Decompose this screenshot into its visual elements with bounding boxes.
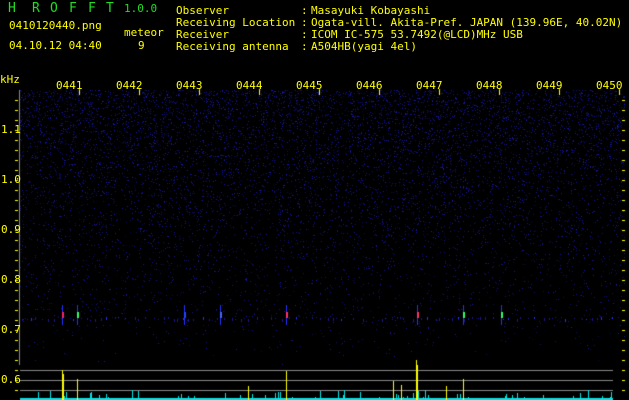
info-sep: : — [301, 40, 308, 53]
info-value: A504HB(yagi 4el) — [311, 40, 417, 53]
info-sep: : — [301, 28, 308, 41]
info-value: ICOM IC-575 53.7492(@LCD)MHz USB — [311, 28, 523, 41]
file-name: 0410120440.png — [9, 19, 102, 32]
logo-letter: T — [106, 1, 114, 16]
x-tick-label: 0443 — [176, 79, 203, 92]
y-tick-label: 0.7 — [1, 323, 21, 336]
x-tick-label: 0444 — [236, 79, 263, 92]
meteor-count: 9 — [138, 39, 145, 52]
x-tick-label: 0449 — [536, 79, 563, 92]
logo-letter: F — [88, 1, 96, 16]
y-unit-label: kHz — [0, 73, 20, 86]
info-value: Ogata-vill. Akita-Pref. JAPAN (139.96E, … — [311, 16, 623, 29]
info-label: Receiver — [176, 28, 229, 41]
y-tick-label: 0.8 — [1, 273, 21, 286]
info-value: Masayuki Kobayashi — [311, 4, 431, 17]
x-tick-label: 0448 — [476, 79, 503, 92]
x-tick-label: 0447 — [416, 79, 443, 92]
x-tick-label: 0450 — [596, 79, 623, 92]
app-version: 1.0.0 — [124, 2, 158, 15]
info-label: Receiving Location — [176, 16, 296, 29]
logo-letter: R — [32, 1, 40, 16]
x-tick-label: 0441 — [56, 79, 83, 92]
x-tick-label: 0445 — [296, 79, 323, 92]
logo-letter: O — [50, 1, 58, 16]
info-label: Receiving antenna — [176, 40, 289, 53]
info-sep: : — [301, 4, 308, 17]
x-tick-label: 0442 — [116, 79, 143, 92]
logo-letter: H — [8, 1, 16, 16]
info-label: Observer — [176, 4, 229, 17]
x-tick-label: 0446 — [356, 79, 383, 92]
info-sep: : — [301, 16, 308, 29]
y-tick-label: 1.0 — [1, 173, 21, 186]
logo-letter: F — [69, 1, 77, 16]
y-tick-label: 1.1 — [1, 123, 21, 136]
file-datetime: 04.10.12 04:40 — [9, 39, 102, 52]
y-tick-label: 0.6 — [1, 373, 21, 386]
y-tick-label: 0.9 — [1, 223, 21, 236]
meteor-label: meteor — [124, 26, 164, 39]
